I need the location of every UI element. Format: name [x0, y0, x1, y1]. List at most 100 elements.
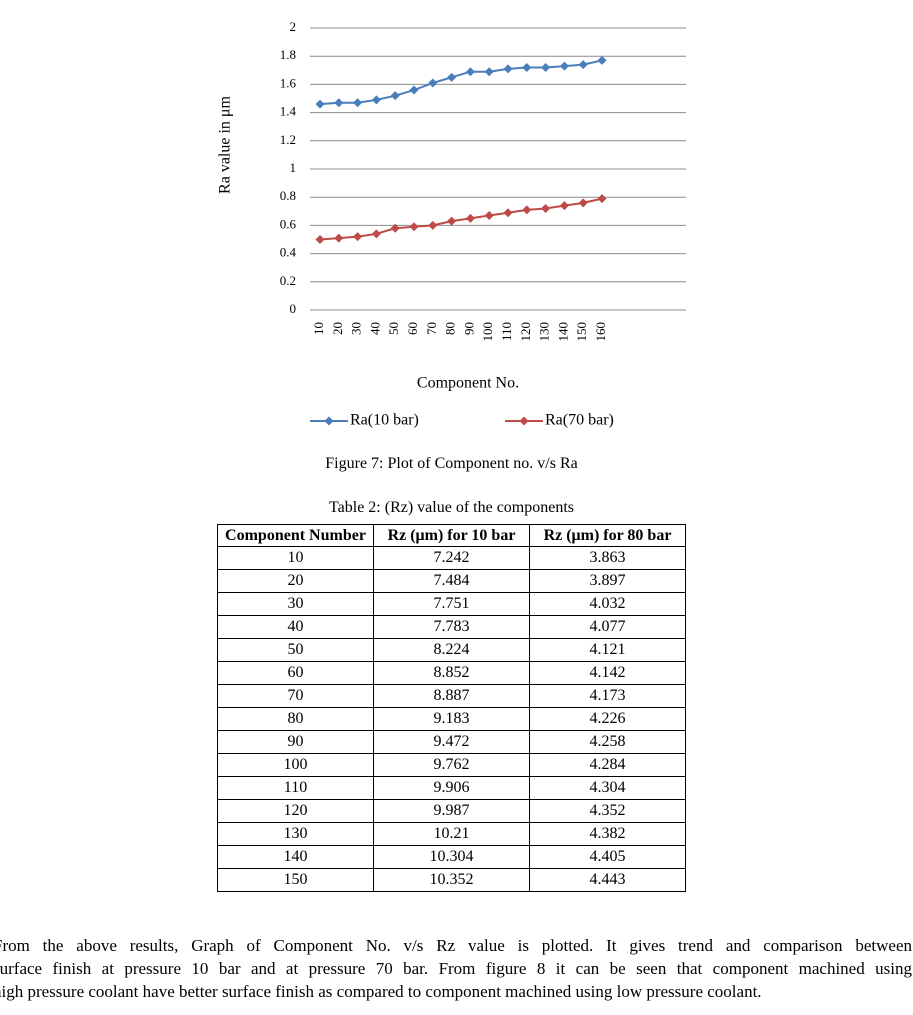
- x-tick-label: 40: [367, 322, 382, 335]
- table-row: 50 8.224 4.121: [217, 638, 686, 662]
- legend-marker: [324, 416, 334, 426]
- table-row: 100 9.762 4.284: [217, 753, 686, 777]
- x-tick-label: 140: [555, 322, 570, 342]
- series-line: [319, 59, 603, 106]
- table-cell: 4.352: [529, 799, 686, 823]
- paragraph-line: From the above results, Graph of Compone…: [0, 936, 912, 955]
- table-cell: 8.887: [373, 684, 530, 708]
- data-point: [559, 61, 569, 71]
- table-row: 130 10.21 4.382: [217, 822, 686, 846]
- data-point: [597, 55, 607, 65]
- table-cell: 10: [217, 546, 374, 570]
- table-cell: 70: [217, 684, 374, 708]
- table-cell: 9.987: [373, 799, 530, 823]
- data-point: [597, 194, 607, 204]
- x-tick-label: 100: [480, 322, 495, 342]
- table-row: 150 10.352 4.443: [217, 868, 686, 892]
- y-tick-label: 1.6: [280, 75, 297, 90]
- table-cell: 120: [217, 799, 374, 823]
- table-cell: 4.032: [529, 592, 686, 616]
- table-cell: 9.906: [373, 776, 530, 800]
- table-cell: 60: [217, 661, 374, 685]
- table-cell: 4.284: [529, 753, 686, 777]
- figure-caption: Figure 7: Plot of Component no. v/s Ra: [325, 455, 578, 472]
- data-point: [371, 229, 381, 239]
- table-cell: 100: [217, 753, 374, 777]
- table-cell: 8.852: [373, 661, 530, 685]
- data-point: [428, 78, 438, 88]
- data-point: [522, 205, 532, 215]
- legend-label: Ra(70 bar): [545, 412, 614, 429]
- data-point: [353, 98, 363, 108]
- y-tick-label: 0.4: [280, 245, 297, 260]
- table-row: 10 7.242 3.863: [217, 546, 686, 570]
- table-cell: 10.352: [373, 868, 530, 892]
- table-row: 60 8.852 4.142: [217, 661, 686, 685]
- table-cell: 4.405: [529, 845, 686, 869]
- x-tick-label: 20: [330, 322, 345, 335]
- data-point: [315, 99, 325, 109]
- series-line: [319, 197, 603, 241]
- legend-marker: [519, 416, 529, 426]
- table-title: Table 2: (Rz) value of the components: [328, 499, 575, 516]
- x-tick-label: 80: [443, 322, 458, 335]
- x-tick-label: 130: [537, 322, 552, 342]
- table-row: 90 9.472 4.258: [217, 730, 686, 754]
- table-row: 30 7.751 4.032: [217, 592, 686, 616]
- data-table: Component Number Rz (μm) for 10 bar Rz (μm…: [217, 524, 686, 892]
- table-cell: 9.183: [373, 707, 530, 731]
- data-point: [353, 232, 363, 242]
- y-axis-title: Ra value in μm: [217, 96, 234, 194]
- table-row: 120 9.987 4.352: [217, 799, 686, 823]
- x-tick-label: 90: [461, 322, 476, 335]
- table-cell: 7.783: [373, 615, 530, 639]
- y-tick-label: 0: [290, 301, 297, 316]
- table-cell: 3.897: [529, 569, 686, 593]
- table-row: 140 10.304 4.405: [217, 845, 686, 869]
- table-cell: 90: [217, 730, 374, 754]
- table-cell: 7.484: [373, 569, 530, 593]
- y-tick-label: 1.8: [280, 47, 296, 62]
- table-cell: 7.242: [373, 546, 530, 570]
- table-cell: 4.226: [529, 707, 686, 731]
- table-cell: 20: [217, 569, 374, 593]
- data-point: [503, 208, 513, 218]
- x-tick-label: 150: [574, 322, 589, 342]
- data-point: [578, 60, 588, 70]
- x-tick-label: 70: [424, 322, 439, 335]
- data-point: [522, 62, 532, 72]
- table-cell: 30: [217, 592, 374, 616]
- data-point: [409, 222, 419, 232]
- x-tick-label: 10: [311, 322, 326, 335]
- table-cell: 9.762: [373, 753, 530, 777]
- table-cell: 140: [217, 845, 374, 869]
- table-row: 70 8.887 4.173: [217, 684, 686, 708]
- data-point: [390, 91, 400, 101]
- data-point: [334, 233, 344, 243]
- table-cell: 3.863: [529, 546, 686, 570]
- data-point: [371, 95, 381, 105]
- y-tick-label: 2: [290, 19, 297, 34]
- table-cell: 7.751: [373, 592, 530, 616]
- table-cell: 4.121: [529, 638, 686, 662]
- table-cell: 4.382: [529, 822, 686, 846]
- data-point: [578, 198, 588, 208]
- data-point: [465, 213, 475, 223]
- table-cell: 4.142: [529, 661, 686, 685]
- data-point: [559, 201, 569, 211]
- table-cell: 9.472: [373, 730, 530, 754]
- table-cell: 40: [217, 615, 374, 639]
- chart: Ra value in μm Component No. 0 0.2 0.4 0.6 0…: [217, 19, 686, 429]
- table-cell: 10.304: [373, 845, 530, 869]
- x-tick-label: 60: [405, 322, 420, 335]
- y-tick-label: 1.4: [280, 104, 297, 119]
- x-tick-label: 110: [499, 322, 514, 341]
- table-cell: 80: [217, 707, 374, 731]
- table-cell: 150: [217, 868, 374, 892]
- header-cell: Rz (μm) for 80 bar: [529, 524, 686, 547]
- data-point: [447, 216, 457, 226]
- data-point: [334, 98, 344, 108]
- table-cell: 10.21: [373, 822, 530, 846]
- y-tick-label: 0.2: [280, 273, 296, 288]
- x-axis-title: Component No.: [417, 375, 519, 392]
